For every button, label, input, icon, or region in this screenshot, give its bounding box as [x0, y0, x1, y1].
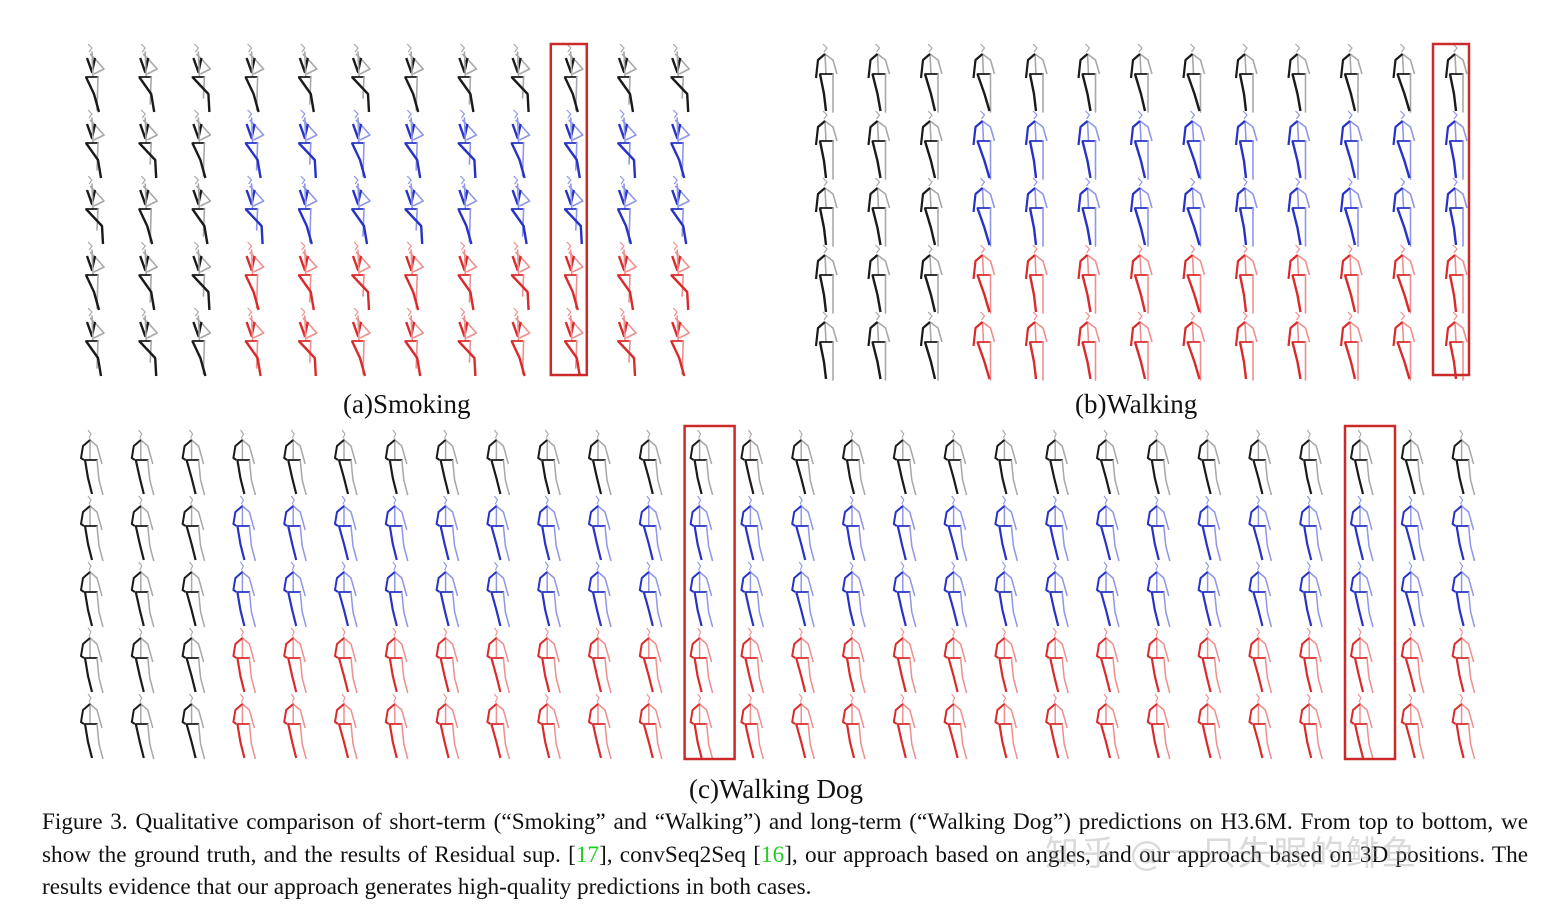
- caption-text-2: ], convSeq2Seq [: [599, 841, 762, 868]
- citation-link-17[interactable]: 17: [575, 841, 599, 868]
- panel-smoking: [0, 0, 780, 390]
- caption-text-3: ], our approach based on angles, and our…: [42, 841, 1528, 901]
- subfigure-label-walking: (b)Walking: [1075, 389, 1198, 419]
- panel-walking: [0, 0, 1557, 390]
- skeleton-grid-smoking: [84, 42, 691, 377]
- caption-text-1: Figure 3. Qualitative comparison of shor…: [42, 809, 1528, 868]
- panel-walking-dog: [80, 424, 1476, 761]
- citation-link-16[interactable]: 16: [761, 841, 785, 868]
- subfigure-label-walking-dog: (c)Walking Dog: [689, 774, 864, 804]
- figure-caption: Figure 3. Qualitative comparison of shor…: [42, 806, 1528, 904]
- skeleton-grid-walking-dog: [80, 424, 1476, 761]
- subfigure-label-smoking: (a)Smoking: [343, 389, 471, 419]
- skeleton-grid-walking: [814, 42, 1471, 381]
